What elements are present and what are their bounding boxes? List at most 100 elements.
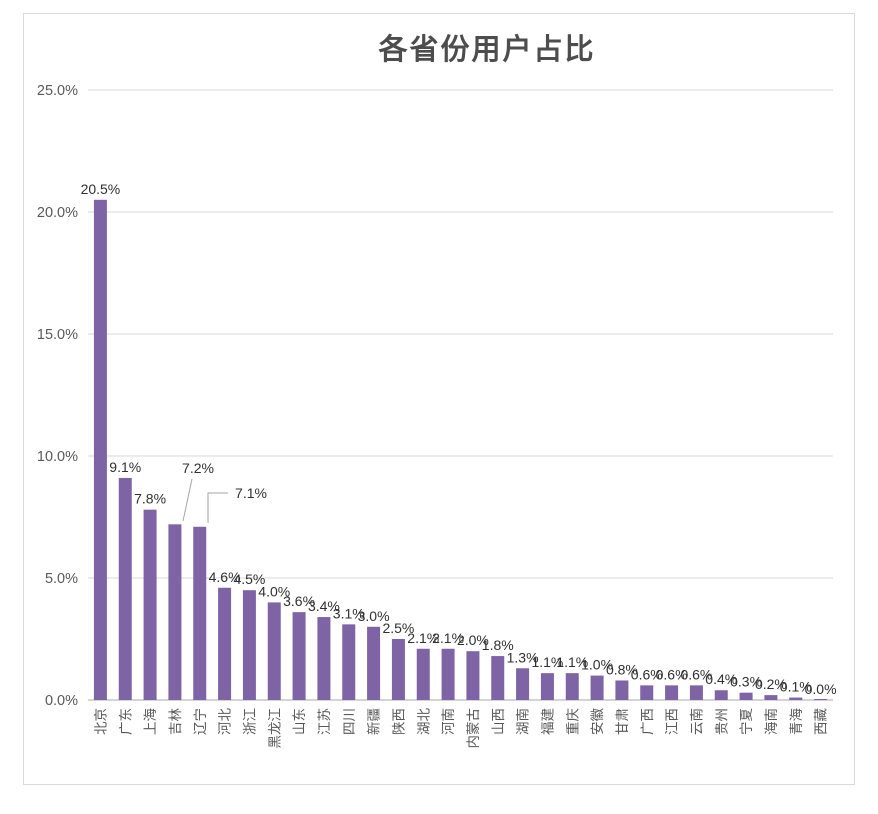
bar bbox=[590, 675, 604, 700]
x-category-label: 河北 bbox=[218, 708, 233, 736]
bar-value-label: 0.6% bbox=[631, 666, 663, 682]
bar-value-label: 1.8% bbox=[482, 637, 514, 653]
bar bbox=[466, 651, 480, 700]
bar-value-label: 7.1% bbox=[235, 485, 267, 501]
x-category-label: 山东 bbox=[292, 708, 307, 735]
bar bbox=[342, 624, 356, 700]
bar bbox=[789, 697, 803, 700]
bar-value-label: 0.1% bbox=[780, 679, 812, 695]
x-category-label: 安徽 bbox=[590, 708, 605, 735]
bar bbox=[665, 685, 679, 700]
x-category-label: 辽宁 bbox=[192, 708, 208, 735]
bar bbox=[93, 199, 107, 701]
x-category-label: 贵州 bbox=[714, 708, 729, 735]
leader-line bbox=[182, 478, 193, 522]
bar-value-label: 2.5% bbox=[382, 620, 414, 636]
x-category-label: 广西 bbox=[640, 708, 655, 735]
chart-frame bbox=[23, 13, 855, 785]
bar bbox=[416, 648, 430, 700]
bar-value-label: 0.6% bbox=[680, 666, 712, 682]
bar bbox=[739, 692, 753, 700]
bar-value-label: 0.2% bbox=[755, 676, 787, 692]
bar-value-label: 0.4% bbox=[705, 671, 737, 687]
bar bbox=[714, 690, 728, 700]
bar-value-label: 0.0% bbox=[805, 681, 837, 697]
bar-value-label: 2.1% bbox=[407, 630, 439, 646]
x-category-label: 云南 bbox=[689, 708, 704, 735]
bar bbox=[143, 509, 157, 700]
y-tick-label: 25.0% bbox=[37, 83, 78, 99]
bar-value-label: 0.6% bbox=[656, 666, 688, 682]
bar bbox=[516, 668, 530, 700]
x-category-label: 吉林 bbox=[168, 708, 183, 736]
bar bbox=[242, 590, 256, 700]
x-category-label: 黑龙江 bbox=[267, 708, 282, 749]
bar bbox=[565, 673, 579, 700]
bar bbox=[391, 639, 405, 700]
bar bbox=[764, 695, 778, 700]
bar-value-label: 4.5% bbox=[233, 571, 265, 587]
x-category-label: 宁夏 bbox=[738, 708, 754, 735]
x-category-label: 湖北 bbox=[416, 708, 431, 736]
bar-value-label: 3.4% bbox=[308, 598, 340, 614]
bar bbox=[267, 602, 281, 700]
chart-title: 各省份用户占比 bbox=[378, 34, 596, 66]
bar-value-label: 2.1% bbox=[432, 630, 464, 646]
x-category-label: 福建 bbox=[540, 708, 555, 735]
x-category-label: 湖南 bbox=[516, 708, 531, 735]
bar-value-label: 7.8% bbox=[134, 491, 166, 507]
bar bbox=[218, 587, 232, 700]
x-category-label: 北京 bbox=[93, 708, 108, 735]
bar bbox=[292, 612, 306, 700]
bar bbox=[615, 680, 629, 700]
bar-value-label: 4.6% bbox=[209, 569, 241, 585]
x-category-label: 青海 bbox=[789, 708, 804, 735]
x-category-label: 内蒙古 bbox=[466, 708, 481, 749]
bar-value-label: 7.2% bbox=[182, 460, 214, 476]
y-tick-label: 5.0% bbox=[45, 571, 78, 587]
bar-value-label: 2.0% bbox=[457, 632, 489, 648]
bar bbox=[689, 685, 703, 700]
bar bbox=[640, 685, 654, 700]
x-category-label: 山西 bbox=[491, 708, 506, 735]
x-category-label: 甘肃 bbox=[615, 708, 630, 735]
bar bbox=[491, 656, 505, 700]
bar-value-label: 9.1% bbox=[109, 459, 141, 475]
x-category-label: 陕西 bbox=[391, 708, 406, 735]
x-category-label: 广东 bbox=[118, 708, 133, 735]
bar-value-label: 0.8% bbox=[606, 661, 638, 677]
bar bbox=[317, 617, 331, 700]
leader-line bbox=[207, 492, 228, 523]
bar bbox=[814, 699, 828, 700]
y-tick-label: 10.0% bbox=[37, 449, 78, 465]
bar bbox=[118, 477, 132, 700]
bar bbox=[367, 626, 381, 700]
x-category-label: 新疆 bbox=[367, 708, 382, 735]
bar bbox=[168, 524, 182, 700]
x-category-label: 重庆 bbox=[565, 708, 580, 735]
bar-value-label: 1.1% bbox=[531, 654, 563, 670]
x-category-label: 江西 bbox=[665, 708, 680, 735]
bar-value-label: 3.0% bbox=[358, 608, 390, 624]
y-tick-label: 0.0% bbox=[45, 693, 78, 709]
x-category-label: 海南 bbox=[764, 708, 779, 735]
bar-value-label: 1.1% bbox=[556, 654, 588, 670]
x-category-label: 江苏 bbox=[317, 708, 332, 735]
bar-value-label: 1.3% bbox=[507, 649, 539, 665]
x-category-label: 河南 bbox=[441, 708, 456, 735]
bar-value-label: 4.0% bbox=[258, 583, 290, 599]
x-category-label: 上海 bbox=[143, 708, 158, 735]
x-category-label: 西藏 bbox=[814, 708, 829, 735]
y-tick-label: 15.0% bbox=[37, 327, 78, 343]
bar-value-label: 3.1% bbox=[333, 605, 365, 621]
y-tick-label: 20.0% bbox=[37, 205, 78, 221]
bar-value-label: 0.3% bbox=[730, 674, 762, 690]
bar-value-label: 20.5% bbox=[81, 181, 121, 197]
x-category-label: 浙江 bbox=[242, 708, 257, 735]
bar-value-label: 1.0% bbox=[581, 657, 613, 673]
bar bbox=[441, 648, 455, 700]
bar bbox=[540, 673, 554, 700]
bar-value-label: 3.6% bbox=[283, 593, 315, 609]
